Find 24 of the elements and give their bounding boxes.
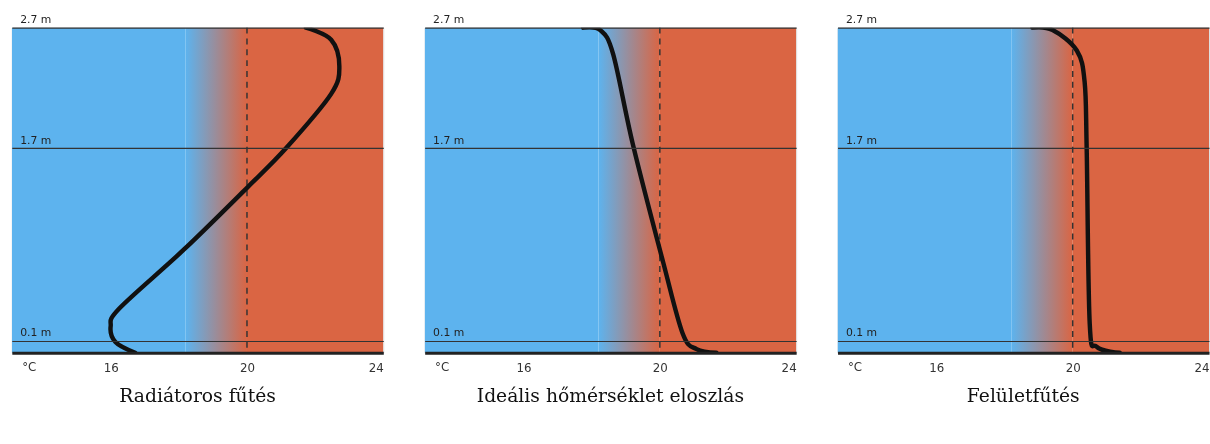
x-tick-label: 16 — [929, 361, 945, 376]
x-tick-label: 20 — [1065, 361, 1081, 376]
y-tick-label: 2.7 m — [20, 13, 52, 27]
y-tick-label: 1.7 m — [845, 133, 878, 147]
text: Ideális hőmérséklet eloszlás — [476, 385, 745, 407]
x-tick-label: 24 — [368, 361, 384, 376]
x-tick-label: 20 — [652, 361, 668, 376]
text: Radiátoros fűtés — [119, 385, 276, 407]
y-tick-label: 2.7 m — [433, 13, 465, 27]
x-tick-label: 24 — [1194, 361, 1210, 376]
y-tick-label: 0.1 m — [20, 326, 52, 340]
text: Felületfűtés — [966, 385, 1080, 407]
x-tick-label: 16 — [103, 361, 119, 376]
y-tick-label: 1.7 m — [20, 133, 52, 147]
x-tick-label: 20 — [239, 361, 255, 376]
y-tick-label: 1.7 m — [433, 133, 465, 147]
x-tick-label: 24 — [781, 361, 797, 376]
x-tick-label: 16 — [516, 361, 532, 376]
x-axis-title: °C — [22, 360, 37, 375]
x-axis-title: °C — [435, 360, 450, 375]
y-tick-label: 0.1 m — [433, 326, 465, 340]
y-tick-label: 2.7 m — [845, 13, 878, 27]
x-axis-title: °C — [847, 360, 863, 375]
y-tick-label: 0.1 m — [845, 326, 878, 340]
